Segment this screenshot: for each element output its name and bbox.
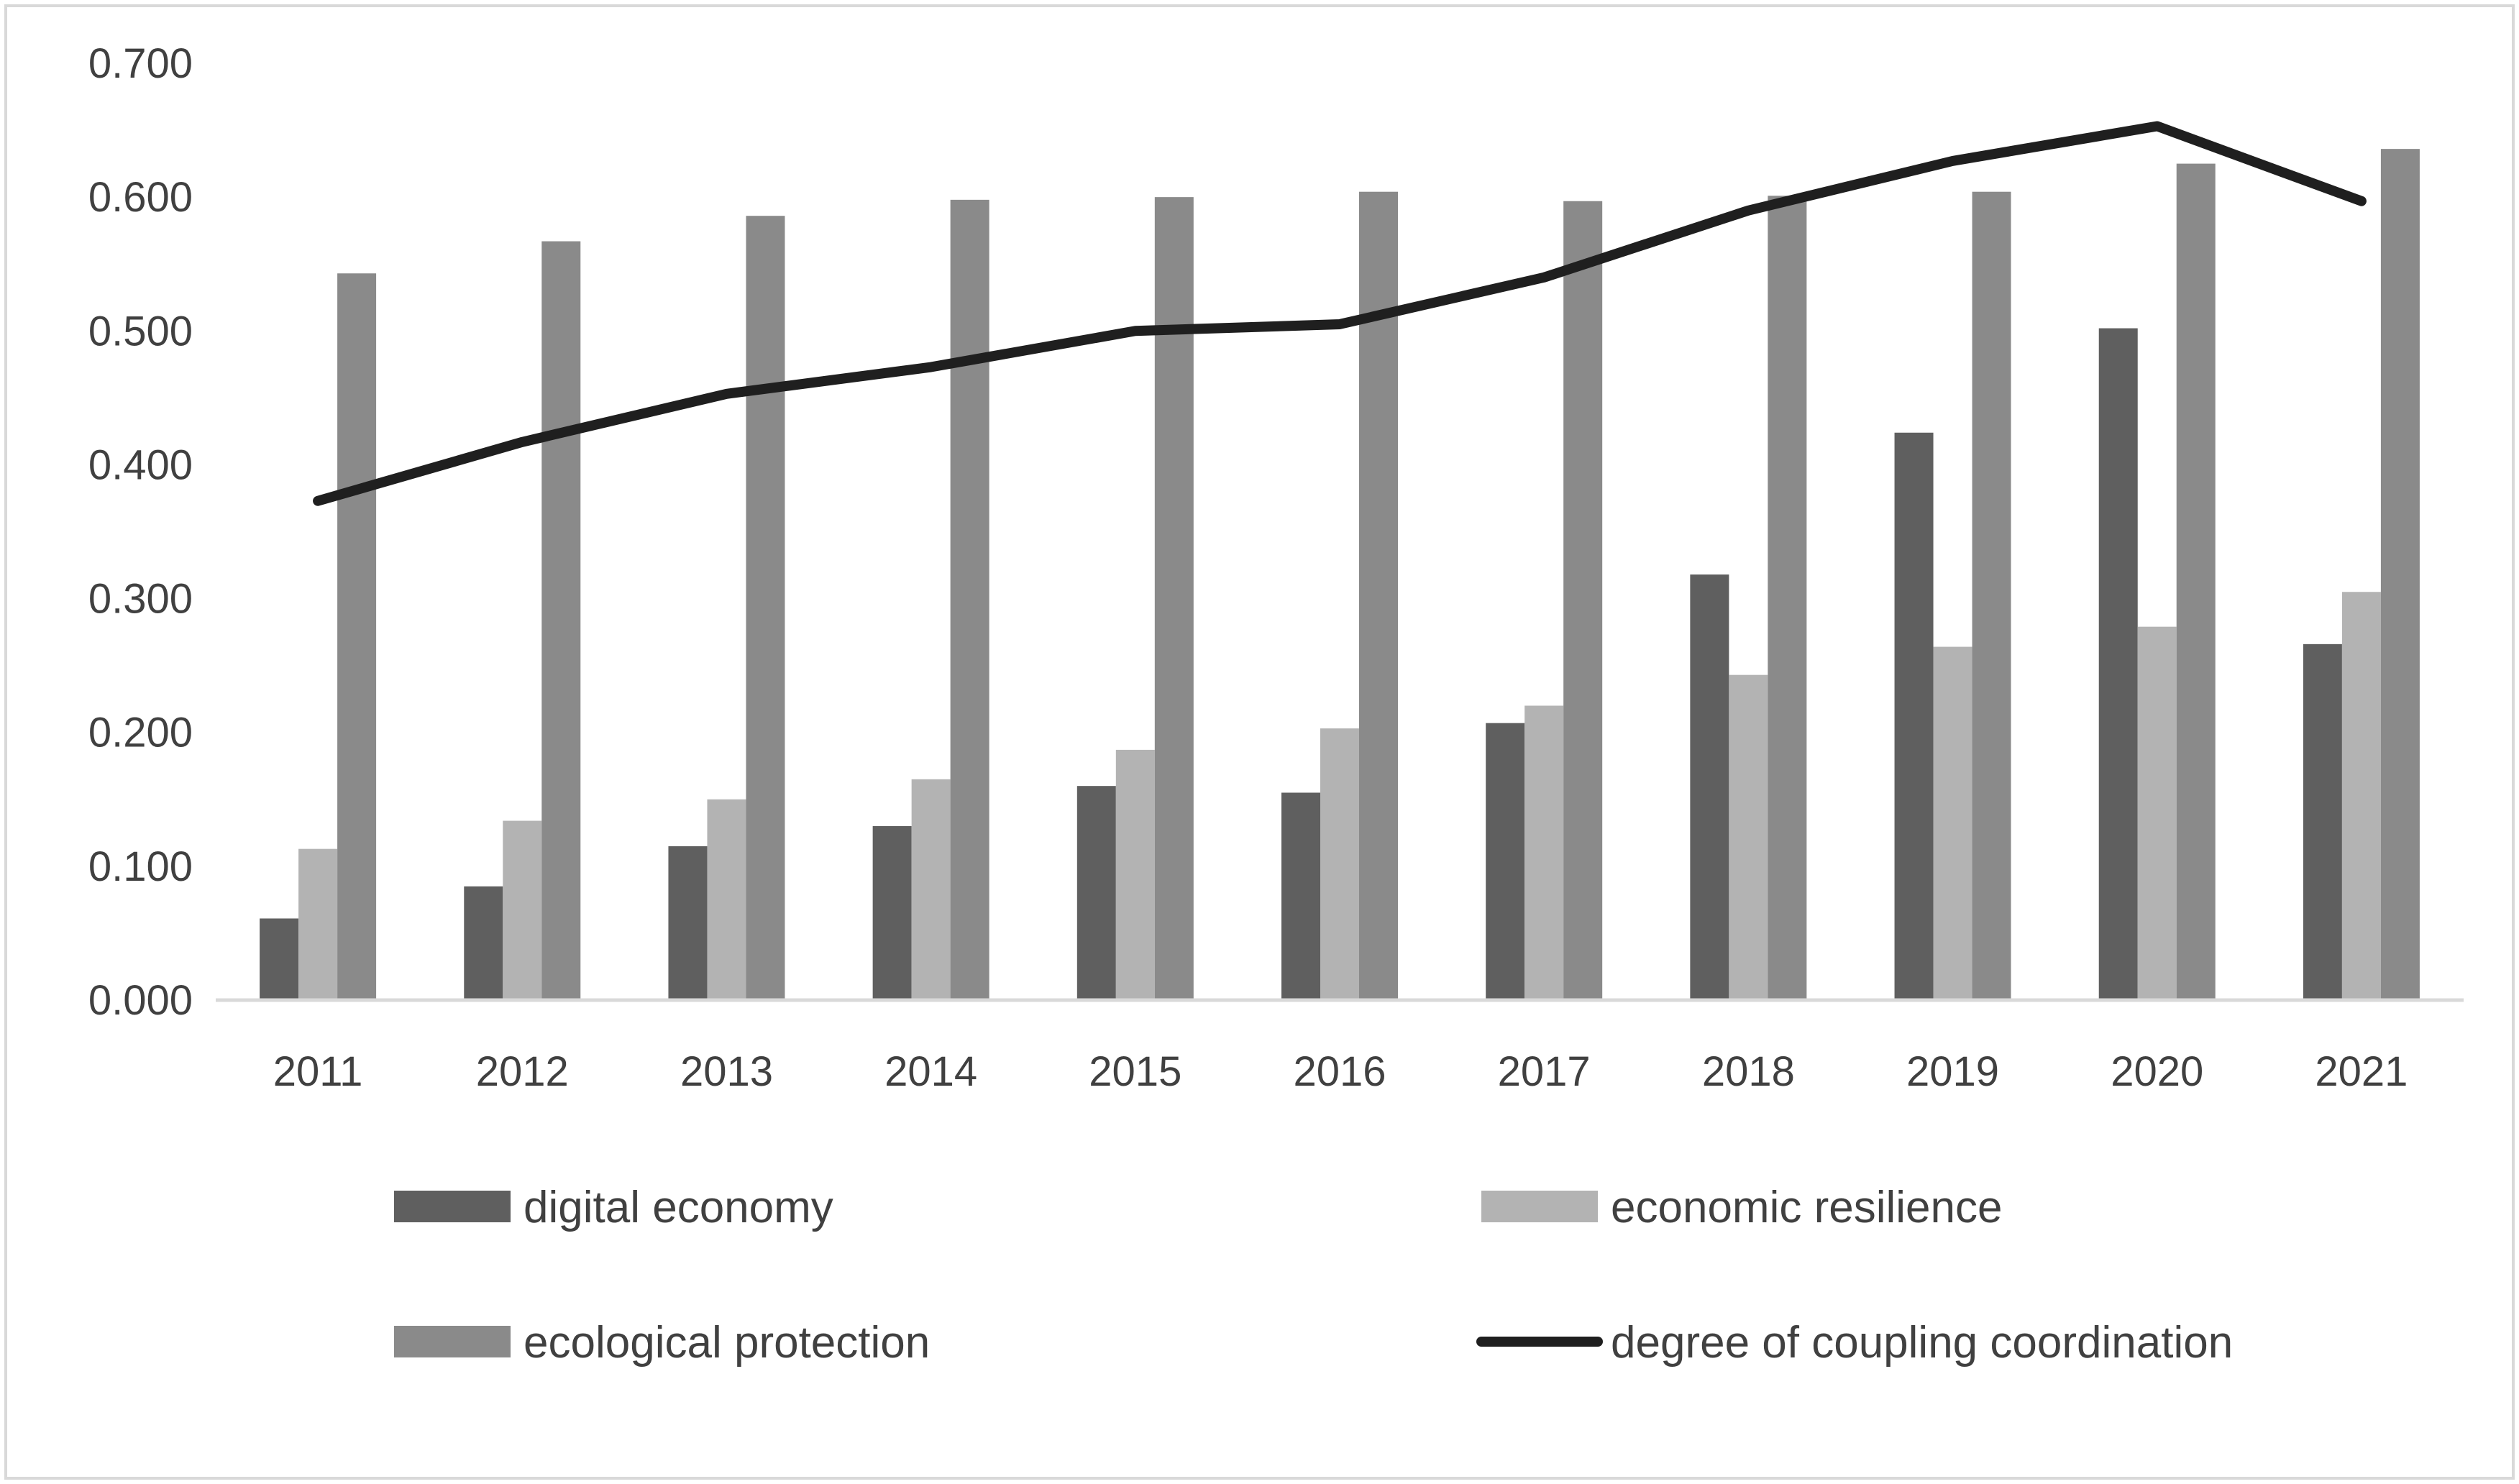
x-tick-label: 2013 [680, 1048, 773, 1095]
bar-economic-resilience-2015 [1115, 749, 1155, 1000]
y-tick-label: 0.500 [88, 308, 193, 354]
bar-digital-economy-2012 [464, 886, 503, 1000]
bar-economic-resilience-2018 [1729, 674, 1768, 1000]
bar-ecological-protection-2015 [1154, 197, 1194, 1001]
bar-economic-resilience-2013 [707, 799, 746, 1000]
bar-ecological-protection-2020 [2176, 163, 2216, 1000]
bar-digital-economy-2014 [872, 826, 912, 1000]
bar-digital-economy-2015 [1076, 786, 1116, 1000]
x-tick-label: 2011 [273, 1048, 363, 1095]
legend-swatch-ecological-protection [394, 1326, 511, 1357]
bar-digital-economy-2020 [2098, 328, 2138, 1000]
bar-economic-resilience-2011 [298, 848, 338, 1000]
bar-ecological-protection-2021 [2380, 149, 2420, 1000]
x-tick-label: 2016 [1293, 1048, 1386, 1095]
y-tick-label: 0.100 [88, 843, 193, 890]
bar-economic-resilience-2014 [911, 779, 951, 1000]
y-tick-label: 0.200 [88, 710, 193, 756]
y-tick-label: 0.600 [88, 174, 193, 221]
x-tick-label: 2020 [2111, 1048, 2203, 1095]
legend-label: degree of coupling coordination [1611, 1318, 2233, 1368]
bar-digital-economy-2021 [2303, 643, 2342, 1000]
x-tick-label: 2019 [1906, 1048, 1999, 1095]
chart-border [4, 4, 2515, 1480]
bar-digital-economy-2017 [1486, 723, 1525, 1000]
x-tick-label: 2015 [1089, 1048, 1181, 1095]
line-series [313, 121, 2367, 506]
y-tick-label: 0.400 [88, 441, 193, 488]
bar-ecological-protection-2016 [1359, 191, 1398, 1000]
bar-digital-economy-2018 [1690, 574, 1729, 1000]
bar-digital-economy-2019 [1894, 432, 1934, 1000]
y-tick-label: 0.300 [88, 576, 193, 623]
x-tick-label: 2021 [2315, 1048, 2408, 1095]
line-degree-of-coupling-coordination [313, 121, 2367, 506]
bar-ecological-protection-2019 [1972, 191, 2011, 1000]
bar-digital-economy-2011 [260, 918, 299, 1000]
legend-swatch-digital-economy [394, 1191, 511, 1222]
bar-ecological-protection-2017 [1563, 201, 1603, 1000]
y-axis-ticks: 0.000 0.100 0.200 0.300 0.400 0.500 0.600 0.700 [88, 40, 193, 1024]
bar-economic-resilience-2017 [1524, 705, 1564, 1000]
bar-economic-resilience-2016 [1320, 728, 1359, 1000]
bar-digital-economy-2013 [668, 846, 708, 1000]
bar-ecological-protection-2014 [950, 199, 989, 1000]
y-tick-label: 0.700 [88, 40, 193, 87]
x-tick-label: 2014 [884, 1048, 977, 1095]
bars [260, 149, 2420, 1001]
x-tick-label: 2018 [1702, 1048, 1795, 1095]
legend-label: digital economy [524, 1183, 833, 1232]
bar-economic-resilience-2012 [503, 820, 542, 1000]
legend-swatch-economic-resilience [1481, 1191, 1598, 1222]
legend: digital economy economic resilience ecolog… [394, 1183, 2233, 1368]
y-tick-label: 0.000 [88, 977, 193, 1024]
bar-economic-resilience-2019 [1933, 646, 1972, 1000]
bar-digital-economy-2016 [1281, 792, 1320, 1000]
x-tick-label: 2017 [1498, 1048, 1591, 1095]
bar-ecological-protection-2012 [541, 241, 581, 1000]
bar-economic-resilience-2021 [2341, 592, 2381, 1000]
bar-ecological-protection-2018 [1768, 196, 1807, 1000]
bar-ecological-protection-2011 [337, 273, 377, 1001]
bar-ecological-protection-2013 [746, 216, 785, 1000]
x-axis-ticks: 2011 2012 2013 2014 2015 2016 2017 2018 2019 2020… [273, 1048, 2408, 1095]
x-tick-label: 2012 [476, 1048, 569, 1095]
legend-label: ecological protection [524, 1318, 930, 1368]
legend-label: economic resilience [1611, 1183, 2002, 1232]
bar-economic-resilience-2020 [2137, 626, 2177, 1000]
